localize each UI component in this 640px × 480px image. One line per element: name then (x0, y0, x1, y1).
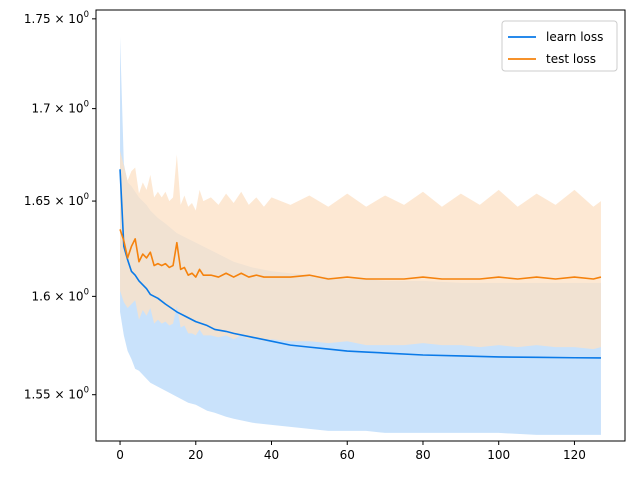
y-tick-label-1.55: 1.55 × 100 (24, 386, 89, 402)
test-loss-band (120, 150, 601, 350)
x-tick-label-20: 20 (188, 448, 203, 462)
legend-label-test-loss: test loss (546, 52, 596, 66)
x-tick-label-80: 80 (415, 448, 430, 462)
plot-frame (95, 9, 626, 442)
y-tick-label-1.75: 1.75 × 100 (24, 10, 89, 26)
test-loss-line (119, 229, 602, 280)
y-tick-label-1.65: 1.65 × 100 (24, 192, 89, 208)
x-tick-label-40: 40 (264, 448, 279, 462)
x-tick-label-100: 100 (487, 448, 510, 462)
legend-label-learn-loss: learn loss (546, 30, 603, 44)
y-tick-label-1.6: 1.6 × 100 (32, 287, 89, 303)
y-axis: 1.55 × 100 1.6 × 100 1.65 × 100 1.7 × 100 1.… (24, 10, 96, 402)
y-tick-label-1.7: 1.7 × 100 (32, 100, 89, 116)
x-tick-label-120: 120 (563, 448, 586, 462)
legend: learn loss test loss (501, 20, 618, 72)
x-tick-label-60: 60 (340, 448, 355, 462)
x-tick-label-0: 0 (116, 448, 124, 462)
x-axis: 0 20 40 60 80 100 120 (116, 441, 586, 462)
learn-loss-line (119, 169, 601, 359)
series-lines (119, 169, 602, 359)
